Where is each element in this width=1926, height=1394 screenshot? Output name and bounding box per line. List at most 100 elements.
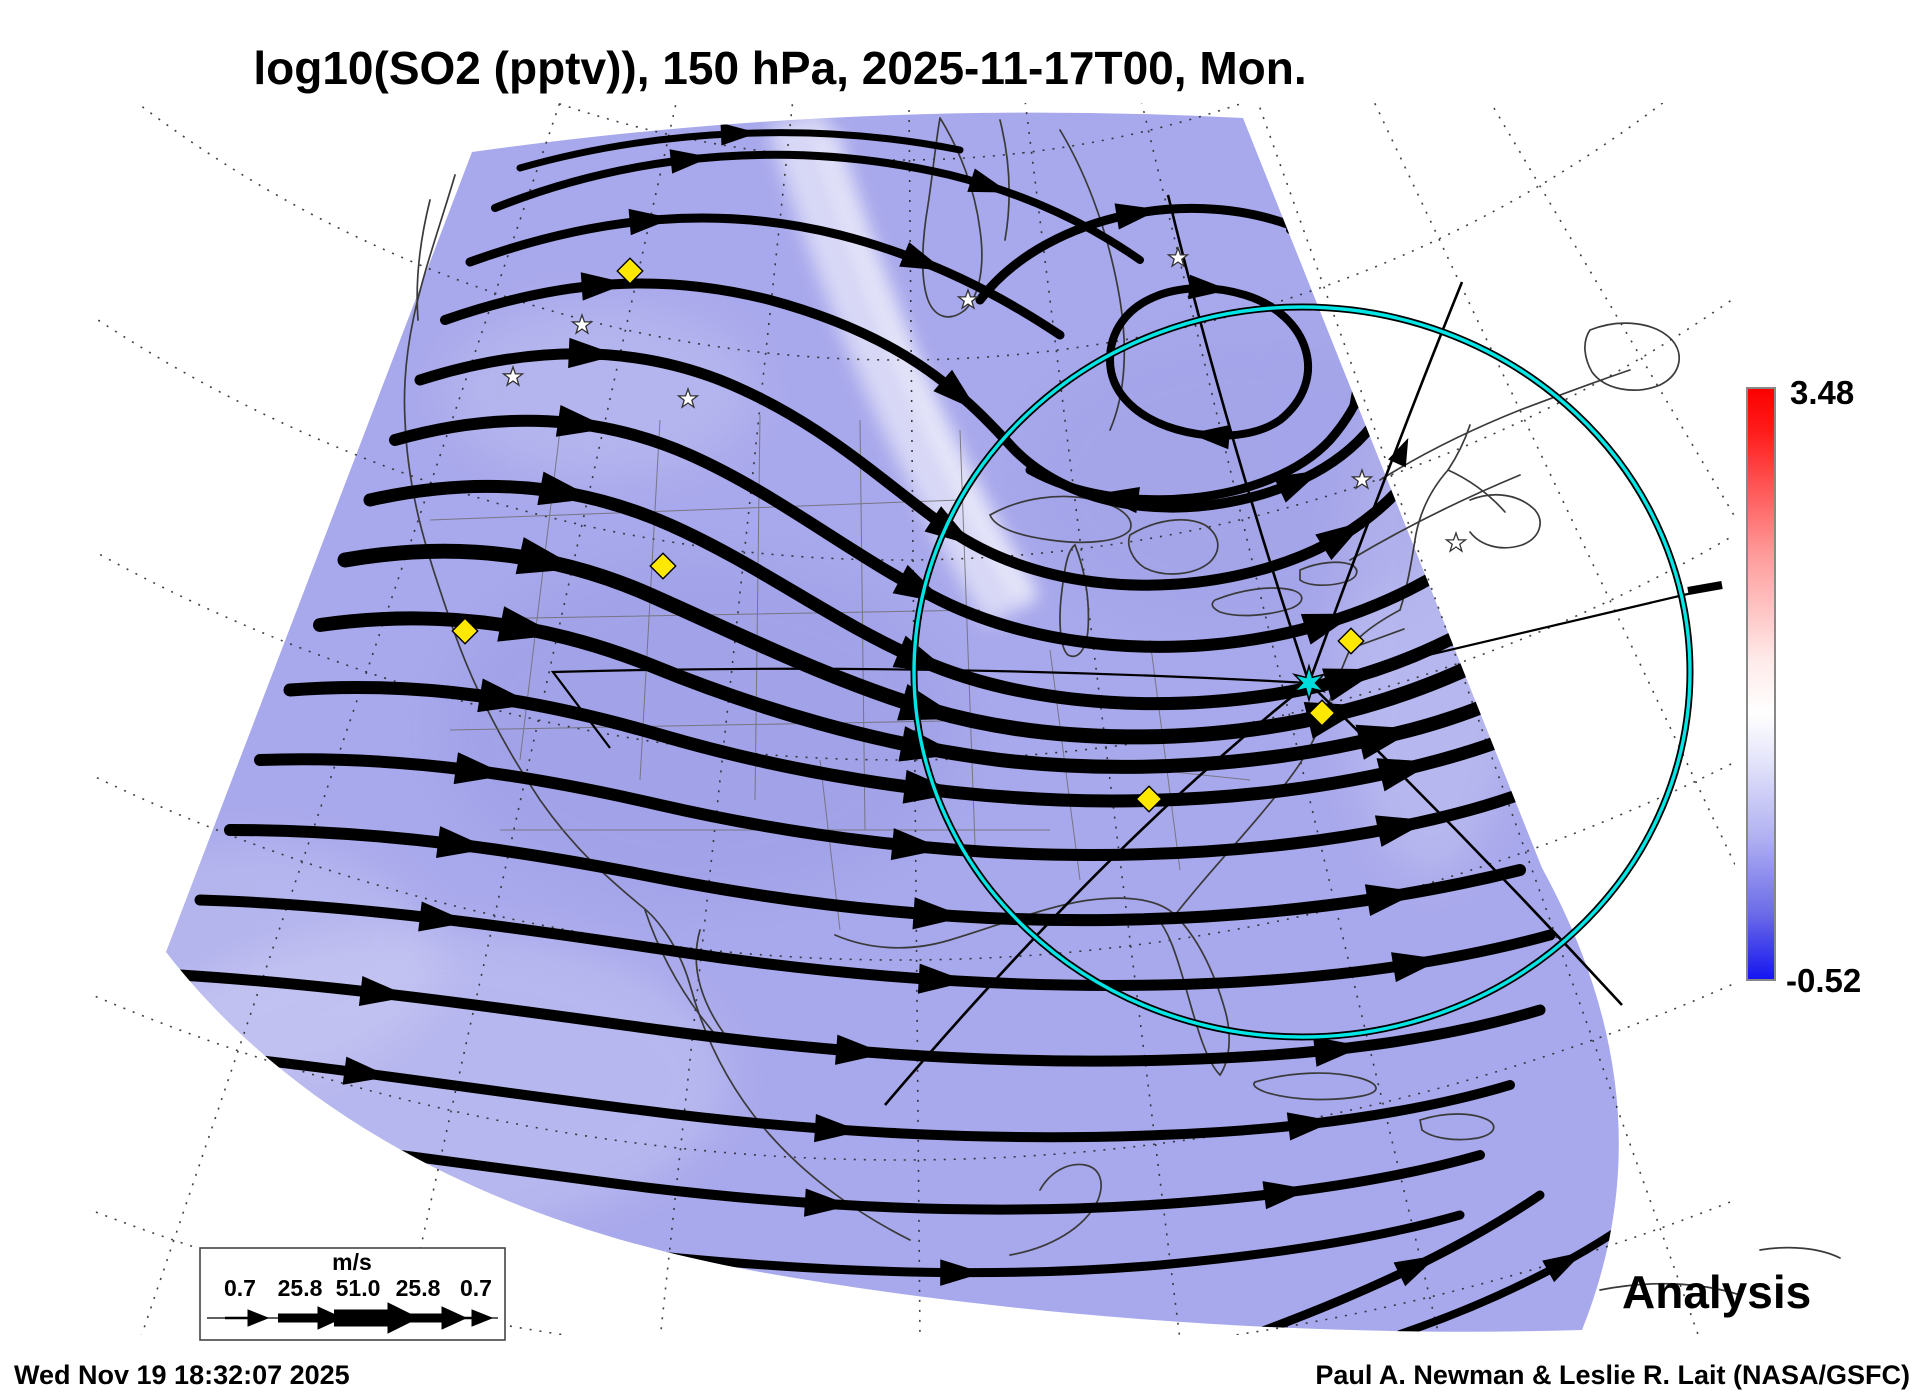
coastline-hispaniola <box>1419 1113 1495 1141</box>
city-star-icon <box>1444 531 1468 553</box>
streamline-arrowhead <box>628 208 673 236</box>
coastline-south <box>1599 1246 1841 1296</box>
coastline-hudson-bay <box>921 117 1010 318</box>
site-diamond-icon <box>1308 699 1336 727</box>
streamline-arrowhead <box>437 1217 482 1245</box>
range-ring <box>910 303 1694 1041</box>
streamline-arrowhead <box>515 537 580 575</box>
streamline-arrowhead <box>1313 1036 1364 1067</box>
credit-text: Paul A. Newman & Leslie R. Lait (NASA/GS… <box>1315 1360 1910 1390</box>
city-star-icon <box>501 365 525 387</box>
streamline-arrowhead <box>1114 203 1160 230</box>
streamline-arrowhead <box>1262 1181 1311 1210</box>
streamline-arrowhead <box>1376 758 1435 792</box>
sight-line-east <box>1308 584 1723 685</box>
site-diamond-icon <box>451 617 479 645</box>
streamline-arrowhead <box>1542 1251 1584 1283</box>
sight-line-southeast <box>1308 682 1623 1006</box>
streamline-arrowhead <box>933 369 978 411</box>
streamline-arrowhead <box>1095 486 1140 514</box>
station-star-icon <box>1291 663 1327 703</box>
wind-legend-label: 51.0 <box>336 1275 381 1301</box>
sight-line-north <box>1166 194 1311 684</box>
sight-line-southwest <box>884 681 1310 1106</box>
streamline-arrowhead <box>669 149 711 174</box>
streamline-arrowhead <box>1315 521 1366 561</box>
wind-legend: m/s 0.7 25.8 51.0 25.8 0.7 <box>199 1247 506 1341</box>
streamline-arrowhead <box>940 1259 984 1286</box>
map-markers <box>451 246 1468 813</box>
streamline-arrowhead <box>555 404 610 437</box>
streamline-arrowhead <box>593 1302 635 1327</box>
streamline-arrowhead <box>1286 1112 1335 1141</box>
streamline-arrowhead <box>477 678 535 713</box>
streamline-arrowhead <box>436 826 490 859</box>
wind-legend-label: 0.7 <box>460 1275 492 1301</box>
streamline-arrowhead <box>835 1034 886 1065</box>
streamline <box>1105 284 1312 440</box>
streamline-arrowhead <box>814 1113 862 1143</box>
city-star-icon <box>1166 246 1190 268</box>
wind-legend-label: 0.7 <box>224 1275 256 1301</box>
streamline-arrowhead <box>899 242 945 271</box>
coastline-baja <box>644 909 726 1041</box>
streamline-arrowhead <box>912 897 966 930</box>
coastline-novascotia <box>1447 469 1541 549</box>
streamline-arrowhead <box>1355 724 1417 760</box>
streamline-arrowhead <box>917 963 968 994</box>
streamline-arrowhead <box>580 272 628 301</box>
streamline <box>491 150 1144 264</box>
coastline-florida <box>1154 914 1230 1077</box>
streamline-arrowhead <box>720 122 759 146</box>
site-diamond-icon <box>1135 785 1163 813</box>
city-star-icon <box>570 313 594 335</box>
so2-light-patch <box>440 300 760 480</box>
lake-huron <box>1127 519 1219 575</box>
city-star-icon <box>676 387 700 409</box>
colorbar-max-label: 3.48 <box>1790 374 1854 411</box>
coastline-yucatan <box>1009 1163 1102 1256</box>
streamline-arrowhead <box>967 168 1010 193</box>
analysis-label: Analysis <box>1622 1266 1811 1318</box>
streamline-arrowhead <box>358 975 410 1007</box>
city-star-icon <box>956 288 980 310</box>
streamline-arrowhead <box>342 1056 391 1085</box>
streamline-arrowhead <box>537 471 595 506</box>
streamline-arrowhead <box>1364 884 1420 917</box>
coastline-cuba <box>1253 1072 1377 1101</box>
range-ring-circle <box>912 305 1692 1039</box>
site-diamond-icon <box>616 257 644 285</box>
so2-light-patch <box>166 840 440 1080</box>
colorbar-gradient <box>1746 387 1776 981</box>
coastline-newfoundland <box>1584 322 1681 391</box>
site-diamond-icon <box>649 552 677 580</box>
wind-legend-units: m/s <box>332 1249 372 1275</box>
coastline-stlawrence <box>1349 369 1631 561</box>
figure-title: log10(SO2 (pptv)), 150 hPa, 2025-11-17T0… <box>253 42 1306 94</box>
streamline-arrowhead <box>1189 424 1231 450</box>
streamline-arrowhead <box>1393 1255 1439 1287</box>
streamline-arrowhead <box>1391 952 1443 983</box>
sight-line-east-cap <box>1687 581 1723 595</box>
coastline-bc <box>416 199 431 321</box>
colorbar-min-label: -0.52 <box>1786 962 1861 999</box>
coastlines <box>403 117 1841 1296</box>
streamline-arrowhead <box>890 828 945 861</box>
streamline-arrowhead <box>453 752 508 785</box>
lake-ontario <box>1299 561 1358 586</box>
lake-superior <box>988 495 1132 544</box>
streamline-arrowhead <box>418 901 469 932</box>
streamline-arrowhead <box>804 1188 851 1217</box>
wind-legend-label: 25.8 <box>278 1275 323 1301</box>
streamline <box>1396 1191 1619 1332</box>
wind-legend-arrows <box>207 1302 498 1334</box>
sight-line-arrowhead <box>1388 437 1409 468</box>
streamline-arrowhead <box>1374 815 1430 847</box>
streamline-arrowhead <box>1188 274 1230 300</box>
city-star-icon <box>1350 468 1374 490</box>
streamline-arrowhead <box>497 606 558 642</box>
streamline <box>465 213 1065 340</box>
streamline-arrowhead <box>568 337 618 369</box>
lake-erie <box>1211 587 1303 617</box>
